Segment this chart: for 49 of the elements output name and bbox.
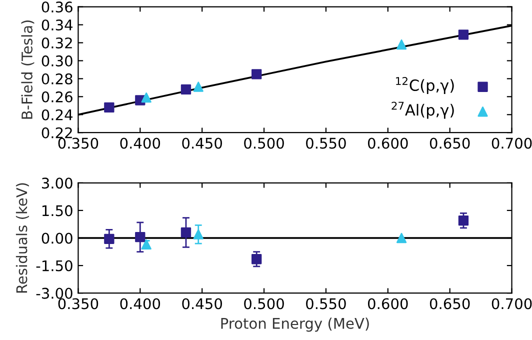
x-tick-label: 0.700 — [492, 138, 532, 149]
x-tick-label: 0.450 — [182, 298, 222, 310]
y-tick-label: -1.50 — [36, 260, 72, 272]
point — [252, 69, 262, 80]
x-tick-label: 0.450 — [182, 138, 222, 149]
x-tick-label: 0.600 — [368, 138, 408, 149]
point — [180, 227, 192, 238]
x-tick-label: 0.400 — [120, 298, 160, 310]
y-tick-label: 0.24 — [42, 109, 73, 120]
x-axis-title: Proton Energy (MeV) — [221, 318, 369, 332]
y-tick-label: 0.22 — [42, 127, 72, 138]
y-axis-title: B-Field (Tesla) — [21, 20, 34, 119]
x-tick-label: 0.650 — [430, 138, 470, 149]
legend-label: $^{27}$Al(p,γ) — [392, 102, 454, 119]
point — [458, 30, 469, 40]
x-tick-label: 0.550 — [306, 298, 346, 310]
x-tick-label: 0.500 — [244, 298, 284, 310]
x-tick-label: 0.600 — [368, 298, 408, 310]
y-axis-title: Residuals (keV) — [16, 183, 29, 293]
y-tick-label: 0.36 — [42, 2, 72, 13]
y-tick-label: 0.28 — [42, 73, 72, 84]
x-tick-label: 0.400 — [120, 138, 160, 149]
point — [180, 84, 192, 95]
y-tick-label: 0.34 — [42, 19, 73, 31]
point — [141, 92, 152, 103]
x-tick-label: 0.650 — [430, 298, 470, 310]
point — [193, 82, 204, 92]
x-tick-label: 0.350 — [58, 298, 98, 310]
point — [396, 39, 407, 50]
point — [252, 254, 262, 264]
y-tick-label: 0.30 — [42, 55, 72, 66]
point — [458, 215, 469, 226]
legend-label: $^{12}$C(p,γ) — [396, 76, 454, 94]
y-tick-label: 3.00 — [42, 178, 72, 189]
x-tick-label: 0.700 — [492, 298, 532, 310]
y-tick-label: 0.32 — [42, 37, 72, 48]
point — [193, 229, 204, 240]
y-tick-label: 0.00 — [42, 232, 72, 244]
point — [104, 234, 114, 244]
x-tick-label: 0.500 — [244, 138, 284, 149]
x-tick-label: 0.550 — [306, 138, 346, 149]
y-tick-label: 1.50 — [42, 205, 72, 216]
point — [396, 232, 407, 244]
point — [104, 102, 114, 113]
y-tick-label: -3.00 — [36, 288, 72, 299]
y-tick-label: 0.26 — [42, 91, 72, 102]
point — [135, 232, 146, 242]
point — [141, 239, 152, 250]
x-tick-label: 0.350 — [58, 138, 98, 149]
